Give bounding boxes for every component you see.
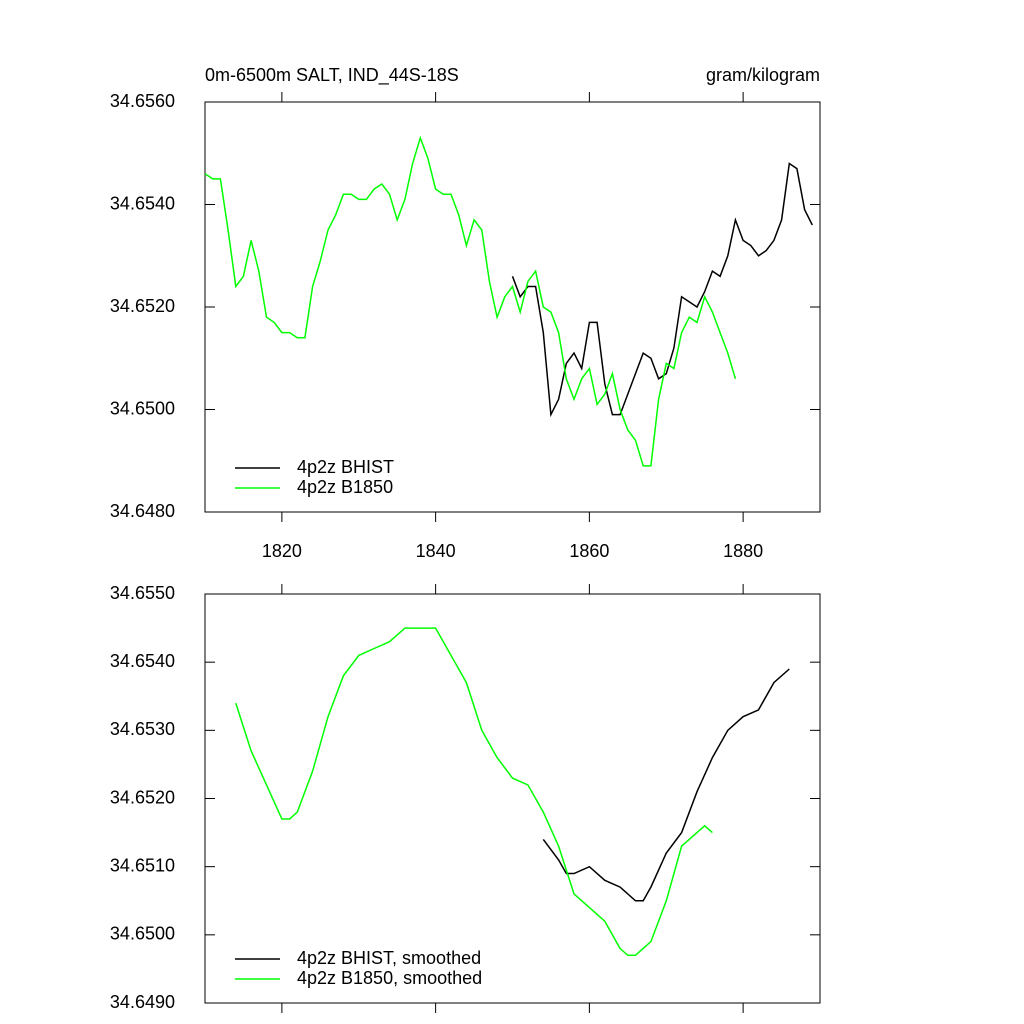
y-tick-label: 34.6500 (110, 398, 175, 418)
data-line (542, 668, 790, 902)
y-tick-label: 34.6540 (110, 651, 175, 671)
legend-label: 4p2z BHIST, smoothed (297, 948, 481, 968)
y-tick-label: 34.6500 (110, 924, 175, 944)
units-label: gram/kilogram (706, 65, 820, 85)
data-line (511, 162, 813, 418)
x-tick-label: 1840 (416, 541, 456, 561)
data-line (235, 627, 713, 957)
x-tick-label: 1880 (723, 541, 763, 561)
legend-label: 4p2z B1850, smoothed (297, 968, 482, 988)
y-tick-label: 34.6520 (110, 787, 175, 807)
x-tick-label: 1860 (569, 541, 609, 561)
y-tick-label: 34.6540 (110, 193, 175, 213)
plot-frame (204, 101, 821, 513)
y-tick-label: 34.6490 (110, 992, 175, 1012)
chart-title: 0m-6500m SALT, IND_44S-18S (205, 65, 459, 86)
legend-label: 4p2z BHIST (297, 457, 394, 477)
y-tick-label: 34.6530 (110, 719, 175, 739)
y-tick-label: 34.6480 (110, 501, 175, 521)
y-tick-label: 34.6560 (110, 91, 175, 111)
data-line (204, 135, 737, 467)
x-tick-label: 1820 (262, 541, 302, 561)
plot-frame (204, 593, 821, 1004)
y-tick-label: 34.6550 (110, 583, 175, 603)
y-tick-label: 34.6510 (110, 855, 175, 875)
legend-label: 4p2z B1850 (297, 477, 393, 497)
y-tick-label: 34.6520 (110, 296, 175, 316)
